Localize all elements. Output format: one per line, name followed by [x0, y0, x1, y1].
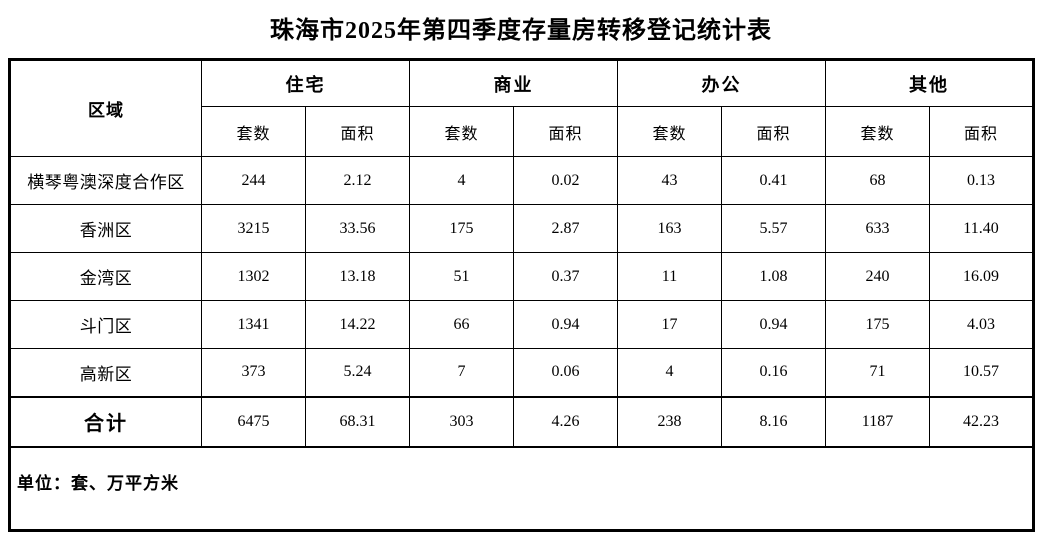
- table-row: 横琴粤澳深度合作区 244 2.12 4 0.02 43 0.41 68 0.1…: [9, 156, 1034, 205]
- cell-value: 14.22: [305, 300, 410, 349]
- cell-value: 0.02: [513, 156, 618, 205]
- region-name: 香洲区: [9, 204, 202, 253]
- cell-value: 0.13: [929, 156, 1034, 205]
- footer-row: 单位：套、万平方米: [9, 446, 1034, 531]
- cell-value: 66: [409, 300, 514, 349]
- total-value: 6475: [201, 395, 306, 448]
- sub-header-area: 面积: [513, 106, 618, 157]
- cell-value: 163: [617, 204, 722, 253]
- cell-value: 43: [617, 156, 722, 205]
- col-group-commercial: 商业: [409, 59, 618, 107]
- total-value: 8.16: [721, 395, 826, 448]
- col-group-residential: 住宅: [201, 59, 410, 107]
- cell-value: 51: [409, 252, 514, 301]
- cell-value: 175: [825, 300, 930, 349]
- cell-value: 1.08: [721, 252, 826, 301]
- page-title: 珠海市2025年第四季度存量房转移登记统计表: [270, 18, 772, 44]
- total-value: 4.26: [513, 395, 618, 448]
- cell-value: 0.94: [721, 300, 826, 349]
- sub-header-units: 套数: [825, 106, 930, 157]
- sub-header-area: 面积: [929, 106, 1034, 157]
- cell-value: 1341: [201, 300, 306, 349]
- total-value: 1187: [825, 395, 930, 448]
- cell-value: 244: [201, 156, 306, 205]
- col-header-region: 区域: [9, 59, 202, 157]
- cell-value: 175: [409, 204, 514, 253]
- cell-value: 7: [409, 348, 514, 397]
- region-name: 金湾区: [9, 252, 202, 301]
- region-name: 斗门区: [9, 300, 202, 349]
- cell-value: 33.56: [305, 204, 410, 253]
- cell-value: 5.57: [721, 204, 826, 253]
- cell-value: 5.24: [305, 348, 410, 397]
- cell-value: 71: [825, 348, 930, 397]
- cell-value: 4.03: [929, 300, 1034, 349]
- total-value: 238: [617, 395, 722, 448]
- cell-value: 1302: [201, 252, 306, 301]
- cell-value: 0.06: [513, 348, 618, 397]
- total-value: 68.31: [305, 395, 410, 448]
- cell-value: 0.37: [513, 252, 618, 301]
- cell-value: 16.09: [929, 252, 1034, 301]
- cell-value: 4: [617, 348, 722, 397]
- statistics-table: 区域 住宅 商业 办公 其他 套数 面积 套数 面积 套数 面积 套数 面积 横…: [8, 58, 1035, 532]
- region-name: 高新区: [9, 348, 202, 397]
- cell-value: 2.87: [513, 204, 618, 253]
- sub-header-units: 套数: [201, 106, 306, 157]
- total-label: 合计: [9, 395, 202, 448]
- cell-value: 17: [617, 300, 722, 349]
- cell-value: 2.12: [305, 156, 410, 205]
- cell-value: 10.57: [929, 348, 1034, 397]
- cell-value: 0.94: [513, 300, 618, 349]
- cell-value: 373: [201, 348, 306, 397]
- col-group-other: 其他: [825, 59, 1034, 107]
- cell-value: 13.18: [305, 252, 410, 301]
- total-value: 42.23: [929, 395, 1034, 448]
- sub-header-units: 套数: [409, 106, 514, 157]
- cell-value: 11: [617, 252, 722, 301]
- cell-value: 0.41: [721, 156, 826, 205]
- sub-header-area: 面积: [721, 106, 826, 157]
- header-sub-row: 套数 面积 套数 面积 套数 面积 套数 面积: [10, 106, 1034, 157]
- table-row: 斗门区 1341 14.22 66 0.94 17 0.94 175 4.03: [9, 300, 1034, 349]
- table-row: 金湾区 1302 13.18 51 0.37 11 1.08 240 16.09: [9, 252, 1034, 301]
- units-note: 单位：套、万平方米: [9, 446, 1034, 531]
- col-group-office: 办公: [617, 59, 826, 107]
- table-row: 香洲区 3215 33.56 175 2.87 163 5.57 633 11.…: [9, 204, 1034, 253]
- cell-value: 3215: [201, 204, 306, 253]
- region-name: 横琴粤澳深度合作区: [9, 156, 202, 205]
- cell-value: 240: [825, 252, 930, 301]
- sub-header-area: 面积: [305, 106, 410, 157]
- cell-value: 0.16: [721, 348, 826, 397]
- cell-value: 4: [409, 156, 514, 205]
- sub-header-units: 套数: [617, 106, 722, 157]
- header-group-row: 区域 住宅 商业 办公 其他: [9, 59, 1034, 157]
- cell-value: 633: [825, 204, 930, 253]
- total-row: 合计 6475 68.31 303 4.26 238 8.16 1187 42.…: [9, 395, 1034, 448]
- cell-value: 68: [825, 156, 930, 205]
- cell-value: 11.40: [929, 204, 1034, 253]
- total-value: 303: [409, 395, 514, 448]
- table-row: 高新区 373 5.24 7 0.06 4 0.16 71 10.57: [9, 348, 1034, 397]
